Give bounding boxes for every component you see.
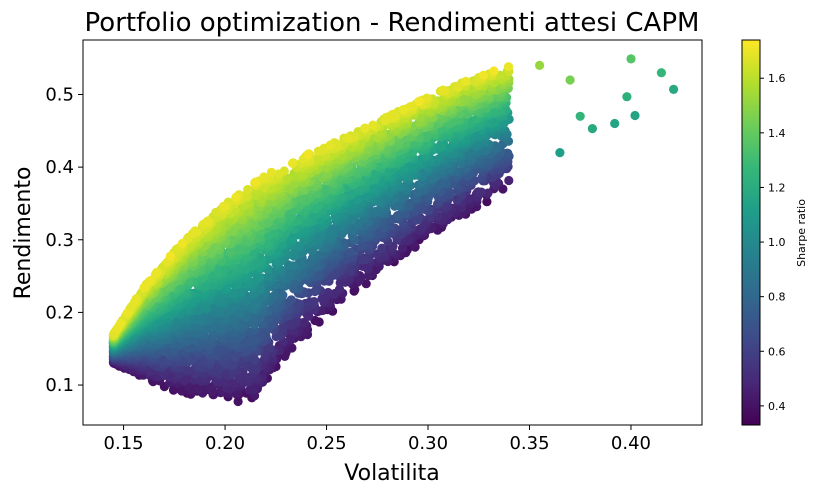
scatter-point xyxy=(482,197,492,207)
scatter-point xyxy=(610,118,620,129)
scatter-point xyxy=(503,148,513,158)
scatter-point xyxy=(575,111,585,121)
scatter-point xyxy=(219,377,229,387)
scatter-point xyxy=(345,247,356,257)
scatter-point xyxy=(315,269,325,279)
scatter-point xyxy=(249,385,259,395)
scatter-point xyxy=(270,290,280,300)
scatter-point xyxy=(323,287,333,298)
scatter-point xyxy=(622,92,632,102)
scatter-point xyxy=(278,323,288,333)
scatter-point xyxy=(294,299,304,309)
scatter-point xyxy=(271,331,281,342)
scatter-point xyxy=(284,297,294,307)
scatter-point xyxy=(308,299,318,309)
scatter-point xyxy=(234,373,244,384)
scatter-point xyxy=(317,293,327,304)
scatter-point xyxy=(413,188,423,198)
scatter-point xyxy=(473,187,483,197)
scatter-point xyxy=(393,211,403,221)
scatter-point xyxy=(669,84,679,94)
scatter-point xyxy=(630,110,640,121)
scatter-point xyxy=(377,243,387,253)
scatter-point xyxy=(361,279,371,289)
scatter-point xyxy=(555,148,565,158)
chart-title: Portfolio optimization - Rendimenti atte… xyxy=(85,8,700,38)
scatter-point xyxy=(233,396,243,407)
scatter-point xyxy=(656,68,667,78)
scatter-point xyxy=(250,335,261,345)
scatter-point xyxy=(250,355,260,365)
scatter-point xyxy=(587,124,598,134)
scatter-point xyxy=(437,142,447,152)
scatter-point xyxy=(194,384,205,394)
scatter-point xyxy=(357,255,367,265)
scatter-point xyxy=(265,343,275,353)
scatter-points xyxy=(108,54,679,407)
scatter-point xyxy=(354,275,364,285)
scatter-point xyxy=(310,286,320,297)
scatter-point xyxy=(397,243,408,253)
scatter-point xyxy=(565,75,575,85)
scatter-point xyxy=(626,54,636,64)
scatter-point xyxy=(183,366,193,376)
scatter-point xyxy=(504,175,514,186)
scatter-point xyxy=(296,260,306,270)
